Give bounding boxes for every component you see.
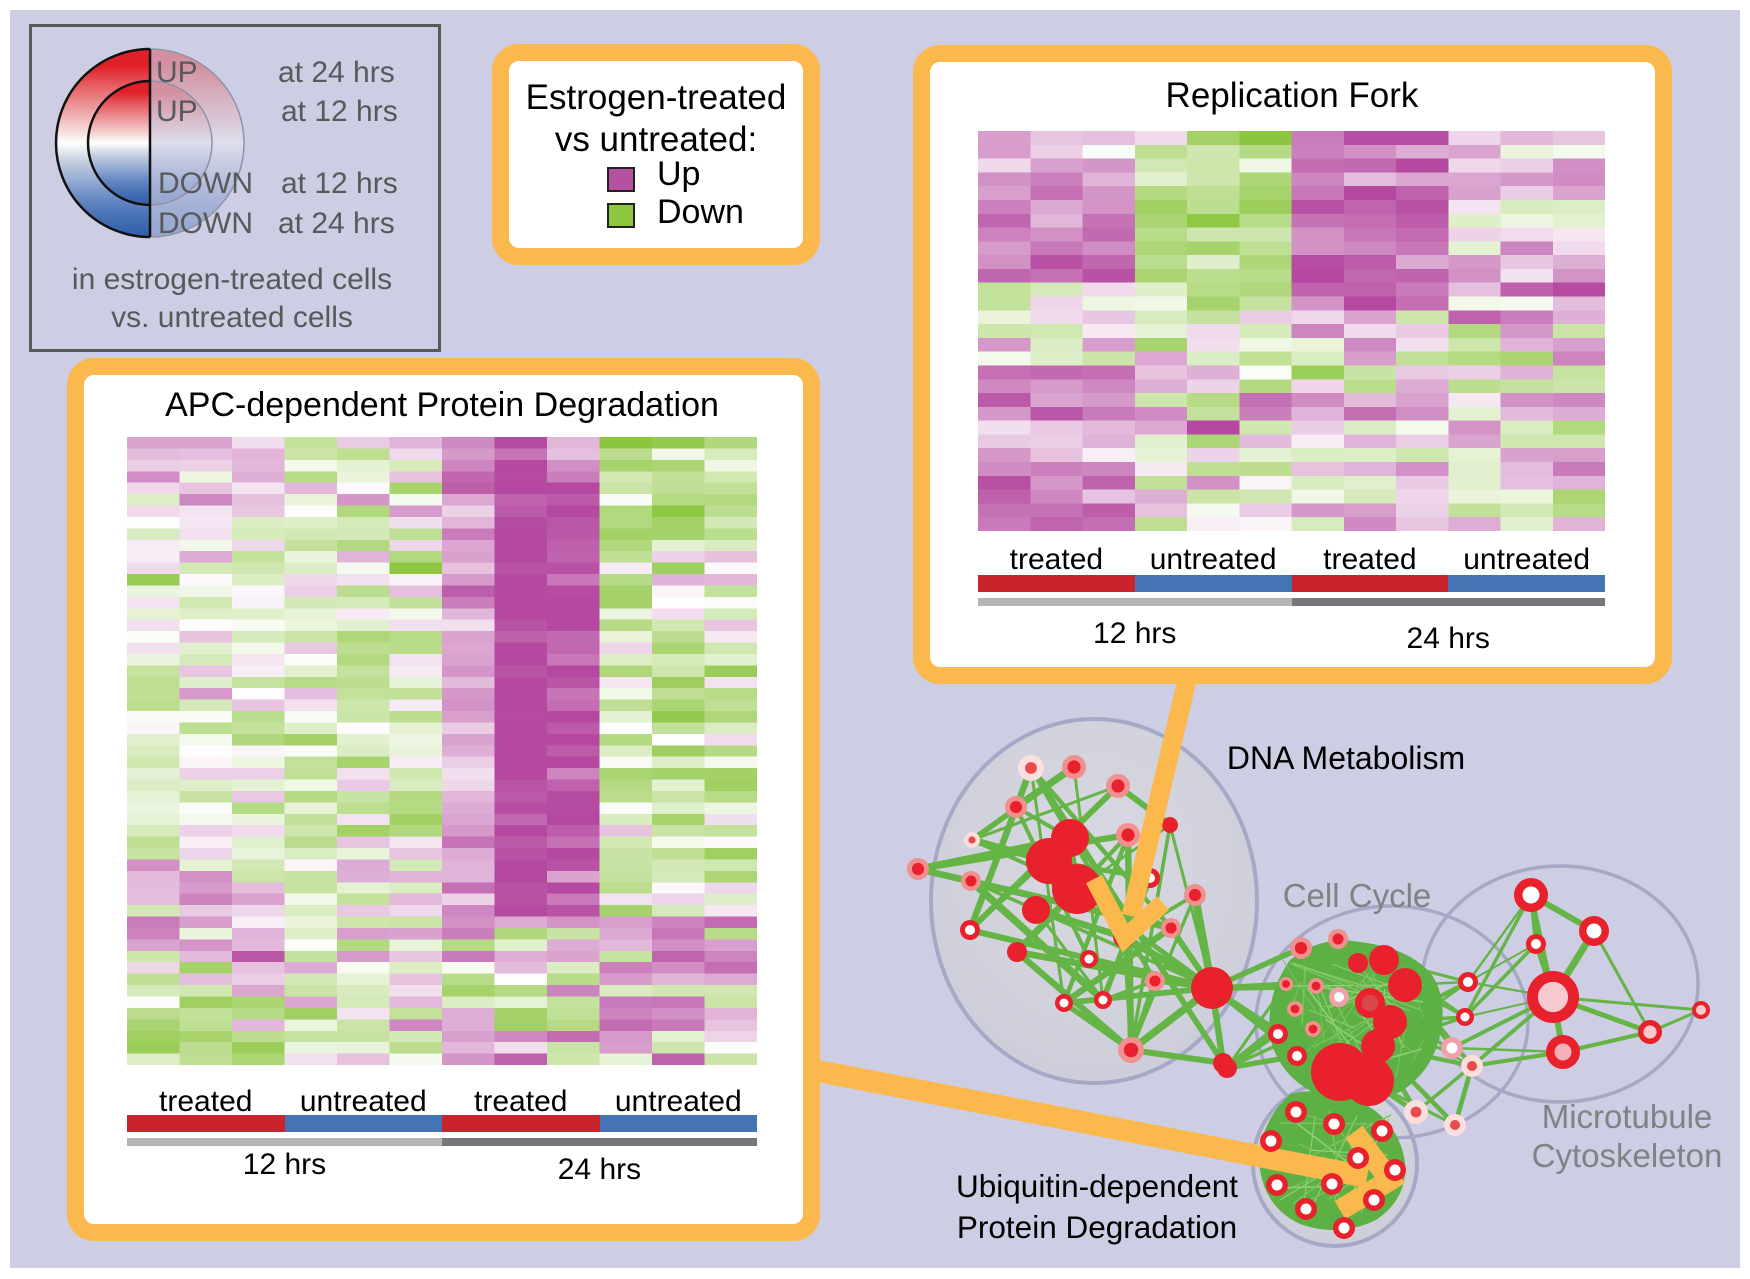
svg-text:at 12 hrs: at 12 hrs: [281, 95, 398, 128]
svg-text:Cell Cycle: Cell Cycle: [1283, 877, 1432, 914]
svg-text:DOWN: DOWN: [158, 207, 253, 240]
svg-text:DOWN: DOWN: [158, 167, 253, 200]
svg-text:Cytoskeleton: Cytoskeleton: [1532, 1137, 1723, 1174]
svg-text:DNA Metabolism: DNA Metabolism: [1227, 740, 1465, 776]
svg-text:UP: UP: [156, 95, 198, 128]
svg-text:Ubiquitin-dependent: Ubiquitin-dependent: [956, 1168, 1238, 1204]
svg-text:at 12 hrs: at 12 hrs: [281, 167, 398, 200]
svg-text:Microtubule: Microtubule: [1542, 1098, 1713, 1135]
svg-text:Protein Degradation: Protein Degradation: [957, 1209, 1237, 1245]
svg-text:at 24 hrs: at 24 hrs: [278, 207, 395, 240]
svg-text:UP: UP: [156, 56, 198, 89]
svg-text:in estrogen-treated cells: in estrogen-treated cells: [72, 263, 392, 296]
svg-text:vs. untreated cells: vs. untreated cells: [111, 301, 353, 334]
svg-text:at 24 hrs: at 24 hrs: [278, 56, 395, 89]
